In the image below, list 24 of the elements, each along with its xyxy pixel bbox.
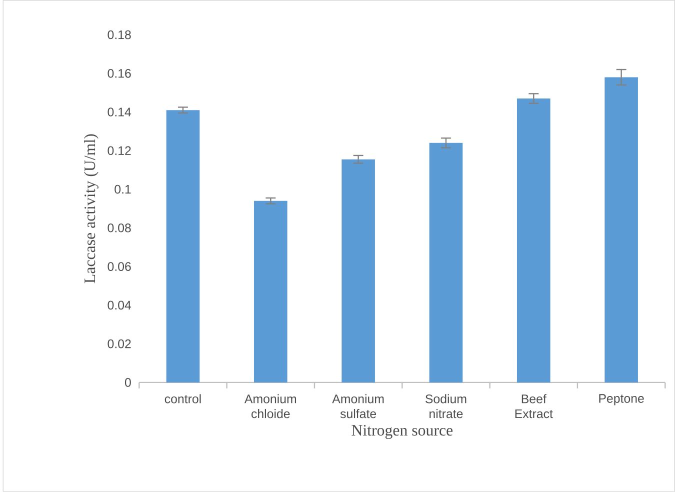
x-tick-label: Beef Extract: [515, 394, 553, 418]
y-tick-label: 0.02: [108, 339, 131, 348]
bar: [429, 142, 463, 382]
y-tick-label: 0.08: [108, 224, 131, 232]
bar: [604, 77, 638, 382]
x-tick-label: Amonium chloide: [244, 394, 296, 418]
y-tick-label: 0.06: [108, 262, 131, 271]
y-tick-label: 0: [124, 378, 131, 387]
x-tick-label: Amonium sulfate: [332, 394, 384, 418]
y-tick-label: 0.04: [108, 300, 132, 310]
y-tick-label: 0.1: [114, 184, 131, 194]
y-tick-label: 0.16: [108, 69, 131, 78]
y-axis-title: Laccase activity (U/ml): [84, 134, 98, 284]
x-tick-label: control: [164, 394, 201, 404]
bar: [342, 159, 375, 382]
x-tick-label: Sodium nitrate: [426, 394, 466, 418]
bar: [254, 200, 288, 382]
y-tick-label: 0.18: [108, 30, 131, 40]
x-tick-label: Peptone: [599, 394, 644, 406]
bar: [516, 98, 550, 382]
bar: [166, 110, 200, 382]
y-tick-label: 0.14: [108, 108, 132, 116]
y-tick-label: 0.12: [108, 146, 131, 156]
x-axis-title: Nitrogen source: [352, 425, 453, 439]
